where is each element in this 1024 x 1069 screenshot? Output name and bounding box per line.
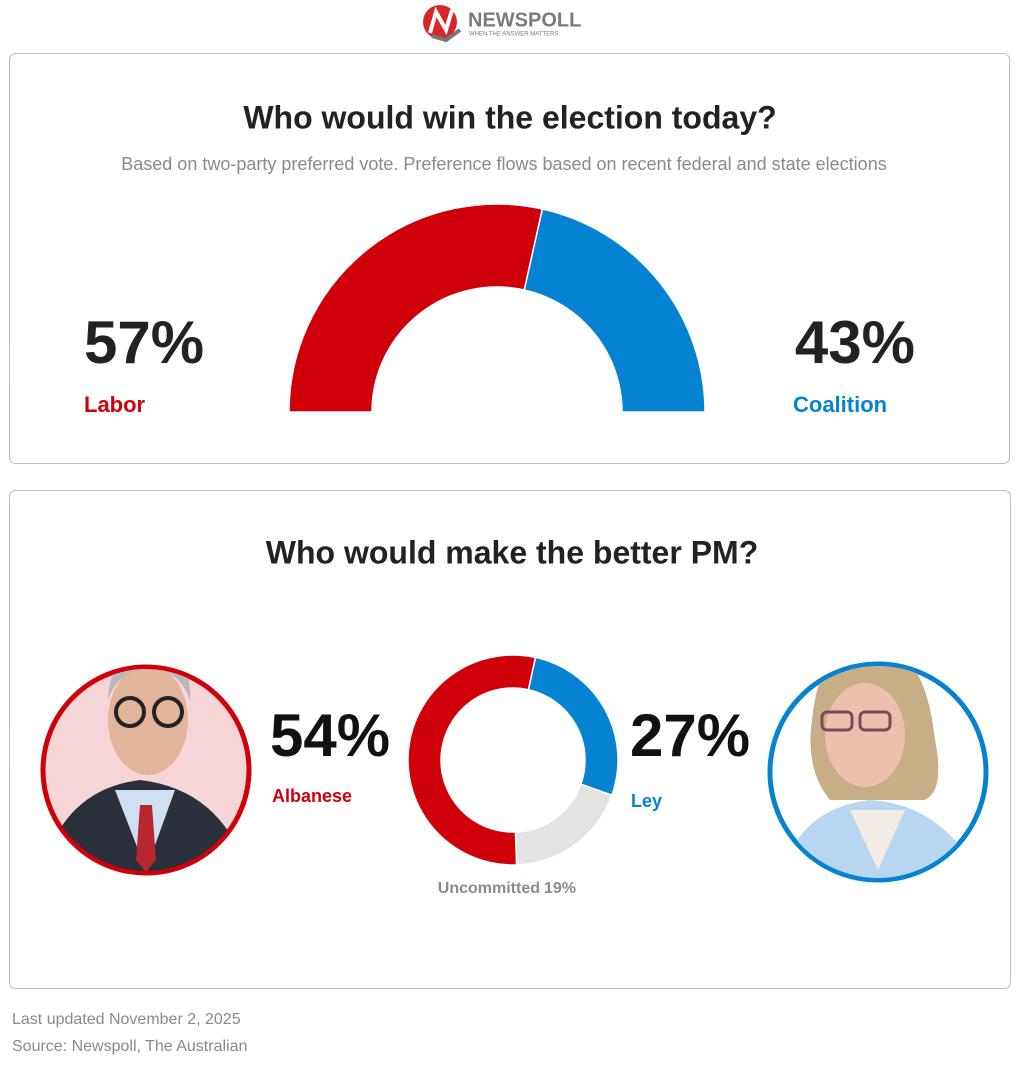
- logo: [423, 5, 462, 43]
- tagline: WHEN THE ANSWER MATTERS: [469, 32, 558, 38]
- value-label: 57%: [84, 309, 204, 376]
- chart-subtitle: Based on two-party preferred vote. Prefe…: [121, 154, 886, 174]
- portrait-ley: [767, 661, 989, 883]
- category-label: Ley: [631, 791, 662, 811]
- footer-source: Source: Newspoll, The Australian: [12, 1038, 247, 1055]
- chart-title: Who would make the better PM?: [266, 534, 758, 570]
- arc-segment: [407, 654, 537, 866]
- logo-swoosh: [431, 28, 462, 43]
- category-label: Labor: [84, 392, 146, 417]
- logo-mark: [428, 6, 454, 36]
- arc-segment: [523, 208, 706, 413]
- category-label: Albanese: [272, 786, 352, 806]
- portrait-albanese: [40, 664, 252, 876]
- value-label: 43%: [795, 309, 915, 376]
- chart-title: Who would win the election today?: [243, 99, 776, 135]
- value-label: 54%: [270, 702, 390, 769]
- value-label: 27%: [630, 702, 750, 769]
- category-label: Uncommitted: [438, 880, 540, 897]
- brand: NEWSPOLL: [468, 9, 581, 31]
- category-label: Coalition: [793, 392, 887, 417]
- value-label: 19%: [544, 880, 576, 897]
- semi-donut: [288, 203, 706, 413]
- arc-segment: [514, 783, 613, 866]
- footer-updated: Last updated November 2, 2025: [12, 1011, 241, 1028]
- donut: [407, 654, 619, 866]
- arc-segment: [288, 203, 544, 413]
- card: [9, 490, 1011, 989]
